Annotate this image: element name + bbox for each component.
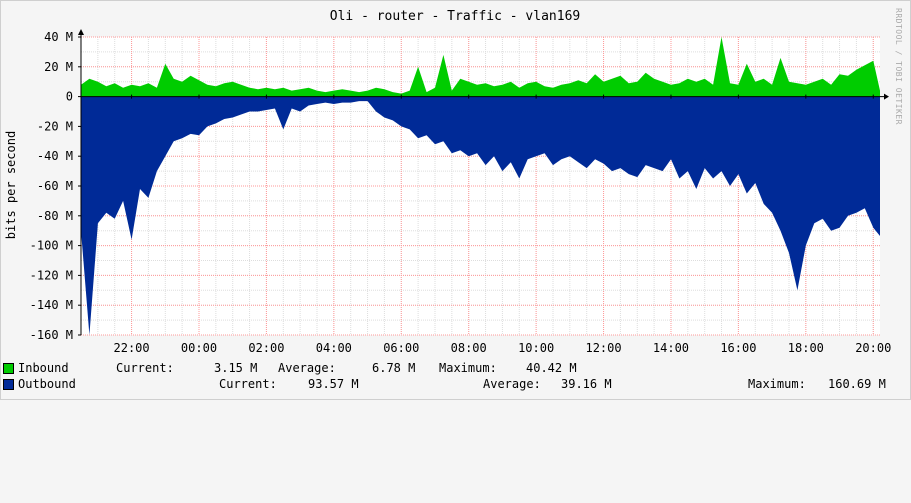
rrdtool-watermark: RRDTOOL / TOBI OETIKER [894, 8, 903, 125]
x-tick-label: 02:00 [248, 341, 284, 355]
x-tick-label: 12:00 [585, 341, 621, 355]
y-tick-label: -120 M [30, 268, 73, 282]
inbound-average-label: Average: [278, 361, 336, 375]
outbound-average: 39.16 M [561, 377, 612, 391]
x-tick-label: 18:00 [788, 341, 824, 355]
axes [78, 29, 889, 336]
inbound-maximum: 40.42 M [526, 361, 577, 375]
x-tick-label: 06:00 [383, 341, 419, 355]
outbound-average-label: Average: [483, 377, 541, 391]
y-axis-label: bits per second [4, 131, 18, 239]
inbound-current: 3.15 M [214, 361, 258, 375]
outbound-name: Outbound [18, 377, 76, 391]
y-axis-arrow-icon [78, 29, 84, 35]
outbound-current: 93.57 M [308, 377, 359, 391]
traffic-chart: Oli - router - Traffic - vlan169 bits pe… [4, 9, 892, 355]
inbound-current-label: Current: [116, 361, 174, 375]
y-tick-label: -160 M [30, 328, 73, 342]
inbound-area [81, 37, 880, 97]
legend-inbound: Inbound Current: 3.15 M Average: 6.78 M … [3, 361, 577, 375]
outbound-swatch-icon [3, 379, 14, 390]
x-tick-label: 22:00 [114, 341, 150, 355]
inbound-maximum-label: Maximum: [439, 361, 497, 375]
y-tick-label: 40 M [44, 30, 73, 44]
y-tick-label: -100 M [30, 239, 73, 253]
plot-areas [81, 37, 880, 335]
x-tick-labels: 22:00 00:00 02:00 04:00 06:00 08:00 10:00 12:00… [114, 341, 892, 355]
x-tick-label: 14:00 [653, 341, 689, 355]
legend-outbound: Outbound Current: 93.57 M Average: 39.16… [3, 377, 886, 391]
y-tick-label: -20 M [37, 119, 73, 133]
outbound-maximum: 160.69 M [828, 377, 886, 391]
x-tick-label: 16:00 [720, 341, 756, 355]
x-tick-label: 00:00 [181, 341, 217, 355]
inbound-average: 6.78 M [372, 361, 416, 375]
x-tick-label: 10:00 [518, 341, 554, 355]
x-tick-label: 20:00 [855, 341, 891, 355]
inbound-name: Inbound [18, 361, 69, 375]
y-tick-label: -80 M [37, 209, 73, 223]
outbound-current-label: Current: [219, 377, 277, 391]
y-tick-label: -140 M [30, 298, 73, 312]
inbound-swatch-icon [3, 363, 14, 374]
x-tick-label: 08:00 [451, 341, 487, 355]
outbound-maximum-label: Maximum: [748, 377, 806, 391]
x-tick-label: 04:00 [316, 341, 352, 355]
x-axis-arrow-icon [884, 93, 889, 100]
y-tick-label: -40 M [37, 149, 73, 163]
chart-title: Oli - router - Traffic - vlan169 [330, 9, 580, 24]
y-tick-label: 0 [66, 90, 73, 104]
y-tick-label: -60 M [37, 179, 73, 193]
outbound-area [81, 96, 880, 335]
y-tick-label: 20 M [44, 60, 73, 74]
y-tick-labels: 40 M 20 M 0 -20 M -40 M -60 M -80 M -100 M -120 … [30, 30, 73, 342]
